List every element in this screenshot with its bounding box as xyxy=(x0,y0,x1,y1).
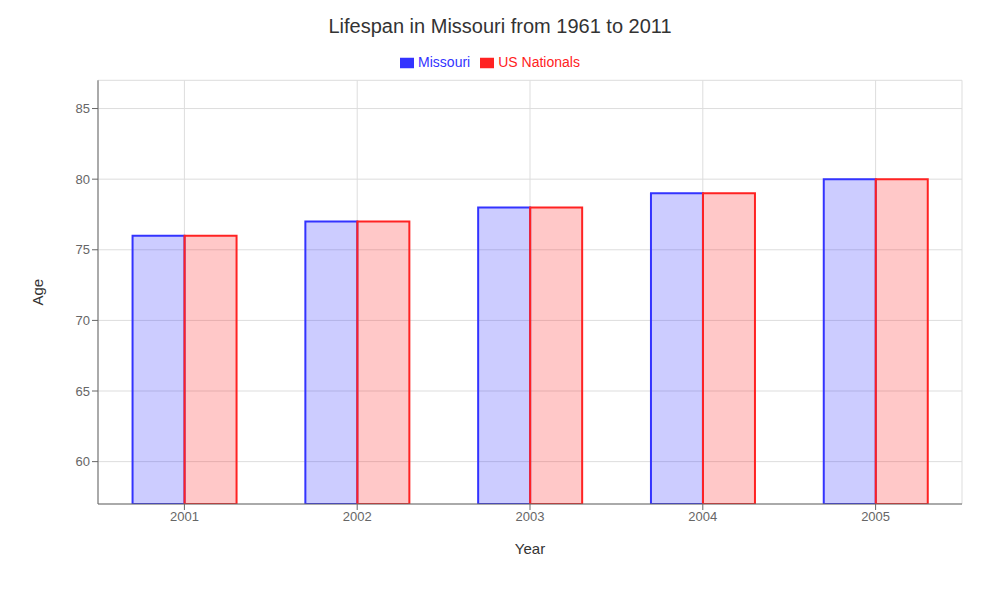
svg-text:Age: Age xyxy=(29,279,46,306)
svg-text:80: 80 xyxy=(76,172,90,187)
html-text:Lifespan in Missouri from 1961: Lifespan in Missouri from 1961 to 2011 xyxy=(328,15,672,37)
html-text:Missouri: Missouri xyxy=(418,54,471,70)
svg-text:65: 65 xyxy=(76,384,90,399)
svg-text:85: 85 xyxy=(76,101,90,116)
html-text:US Nationals: US Nationals xyxy=(498,54,580,70)
svg-text:2005: 2005 xyxy=(861,509,890,524)
svg-text:2004: 2004 xyxy=(688,509,717,524)
svg-text:60: 60 xyxy=(76,454,90,469)
svg-text:75: 75 xyxy=(76,242,90,257)
svg-text:2002: 2002 xyxy=(343,509,372,524)
svg-text:Year: Year xyxy=(515,540,545,557)
svg-text:2001: 2001 xyxy=(170,509,199,524)
svg-text:70: 70 xyxy=(76,313,90,328)
svg-text:2003: 2003 xyxy=(516,509,545,524)
